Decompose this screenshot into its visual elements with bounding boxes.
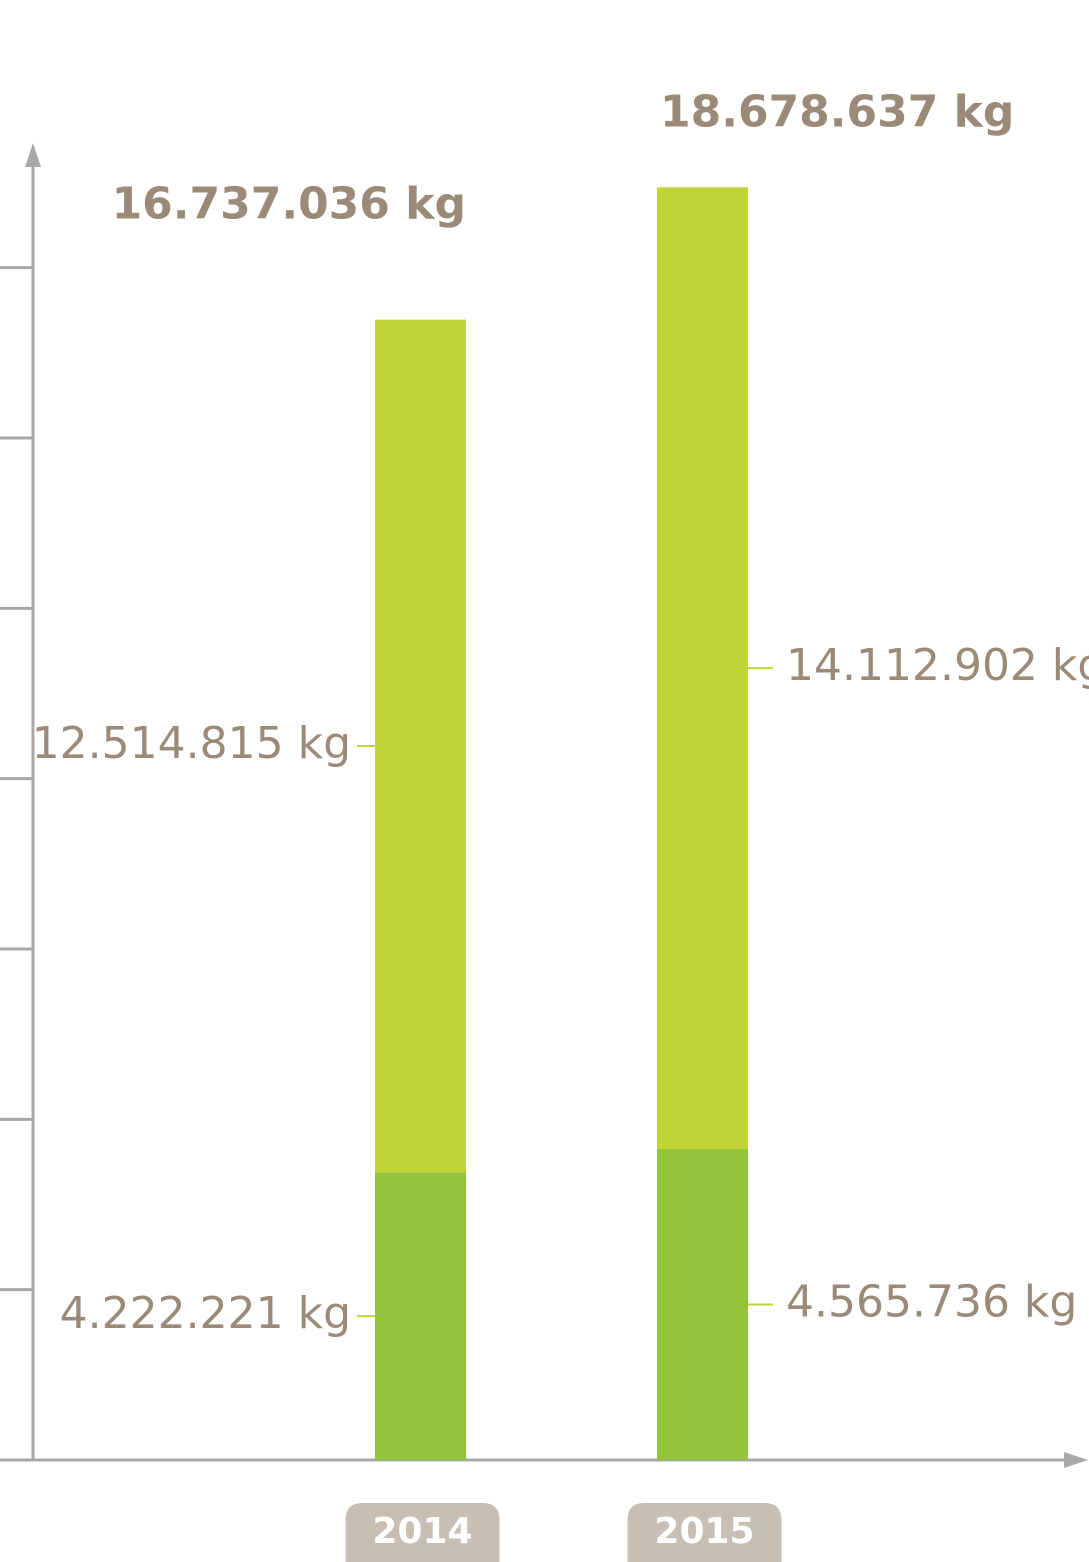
bar-segment <box>657 1148 748 1460</box>
category-pill <box>627 1503 782 1562</box>
value-label: 12.514.815 kg <box>32 718 351 769</box>
total-label: 16.737.036 kg <box>112 179 466 230</box>
bar-segment <box>375 1172 466 1460</box>
total-label: 18.678.637 kg <box>660 86 1014 137</box>
x-tick-label: 2015 <box>654 1511 754 1552</box>
x-tick-label: 2014 <box>372 1511 472 1552</box>
value-label: 4.222.221 kg <box>60 1288 351 1339</box>
bar-segment <box>375 319 466 1173</box>
x-axis-arrow <box>1064 1452 1088 1468</box>
value-label: 4.565.736 kg <box>786 1276 1077 1327</box>
value-label: 14.112.902 kg <box>786 640 1089 691</box>
bar-segment <box>657 187 748 1149</box>
y-axis-arrow <box>25 143 41 167</box>
category-pill <box>345 1503 500 1562</box>
